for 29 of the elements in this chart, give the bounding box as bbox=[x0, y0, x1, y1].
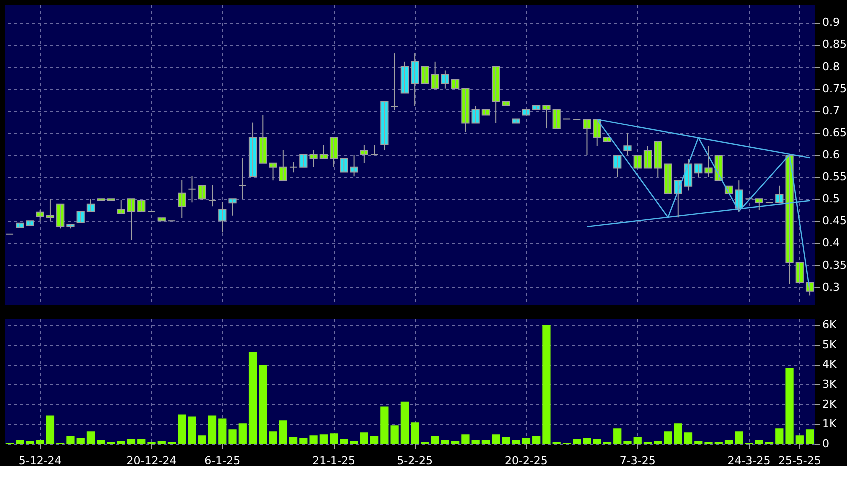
y-tick-label: 0.65 bbox=[822, 126, 847, 140]
y-tick-label: 0 bbox=[822, 438, 830, 450]
x-tick-label: 7-3-25 bbox=[620, 454, 656, 468]
y-tick-label: 0.6 bbox=[822, 148, 840, 162]
y-tick-label: 0.45 bbox=[822, 214, 847, 228]
y-tick-label: 0.75 bbox=[822, 82, 847, 96]
y-tick-label: 0.7 bbox=[822, 104, 840, 118]
y-tick-label: 4K bbox=[822, 358, 838, 372]
x-tick-label: 6-1-25 bbox=[204, 454, 241, 468]
x-tick-label: 25-5-25 bbox=[778, 454, 822, 468]
x-tick-label: 24-3-25 bbox=[728, 454, 771, 468]
y-tick-label: 0.35 bbox=[822, 258, 847, 272]
y-tick-label: 0.85 bbox=[822, 38, 847, 52]
y-tick-label: 0.3 bbox=[822, 280, 840, 294]
x-tick-label: 5-2-25 bbox=[397, 454, 434, 468]
x-tick-label: 20-2-25 bbox=[505, 454, 548, 468]
x-tick-label: 20-12-24 bbox=[126, 454, 177, 468]
y-tick-label: 0.9 bbox=[822, 16, 840, 30]
y-tick-label: 3K bbox=[822, 378, 838, 391]
y-tick-label: 5K bbox=[822, 338, 838, 352]
y-tick-label: 0.55 bbox=[822, 170, 847, 184]
y-tick-label: 0.5 bbox=[822, 192, 840, 206]
y-tick-label: 0.8 bbox=[822, 60, 840, 74]
x-tick-label: 5-12-24 bbox=[18, 454, 62, 468]
y-tick-label: 2K bbox=[822, 398, 838, 411]
y-tick-label: 6K bbox=[822, 318, 838, 332]
x-tick-label: 21-1-25 bbox=[312, 454, 356, 468]
y-tick-label: 0.4 bbox=[822, 236, 840, 250]
y-tick-label: 1K bbox=[822, 418, 838, 431]
